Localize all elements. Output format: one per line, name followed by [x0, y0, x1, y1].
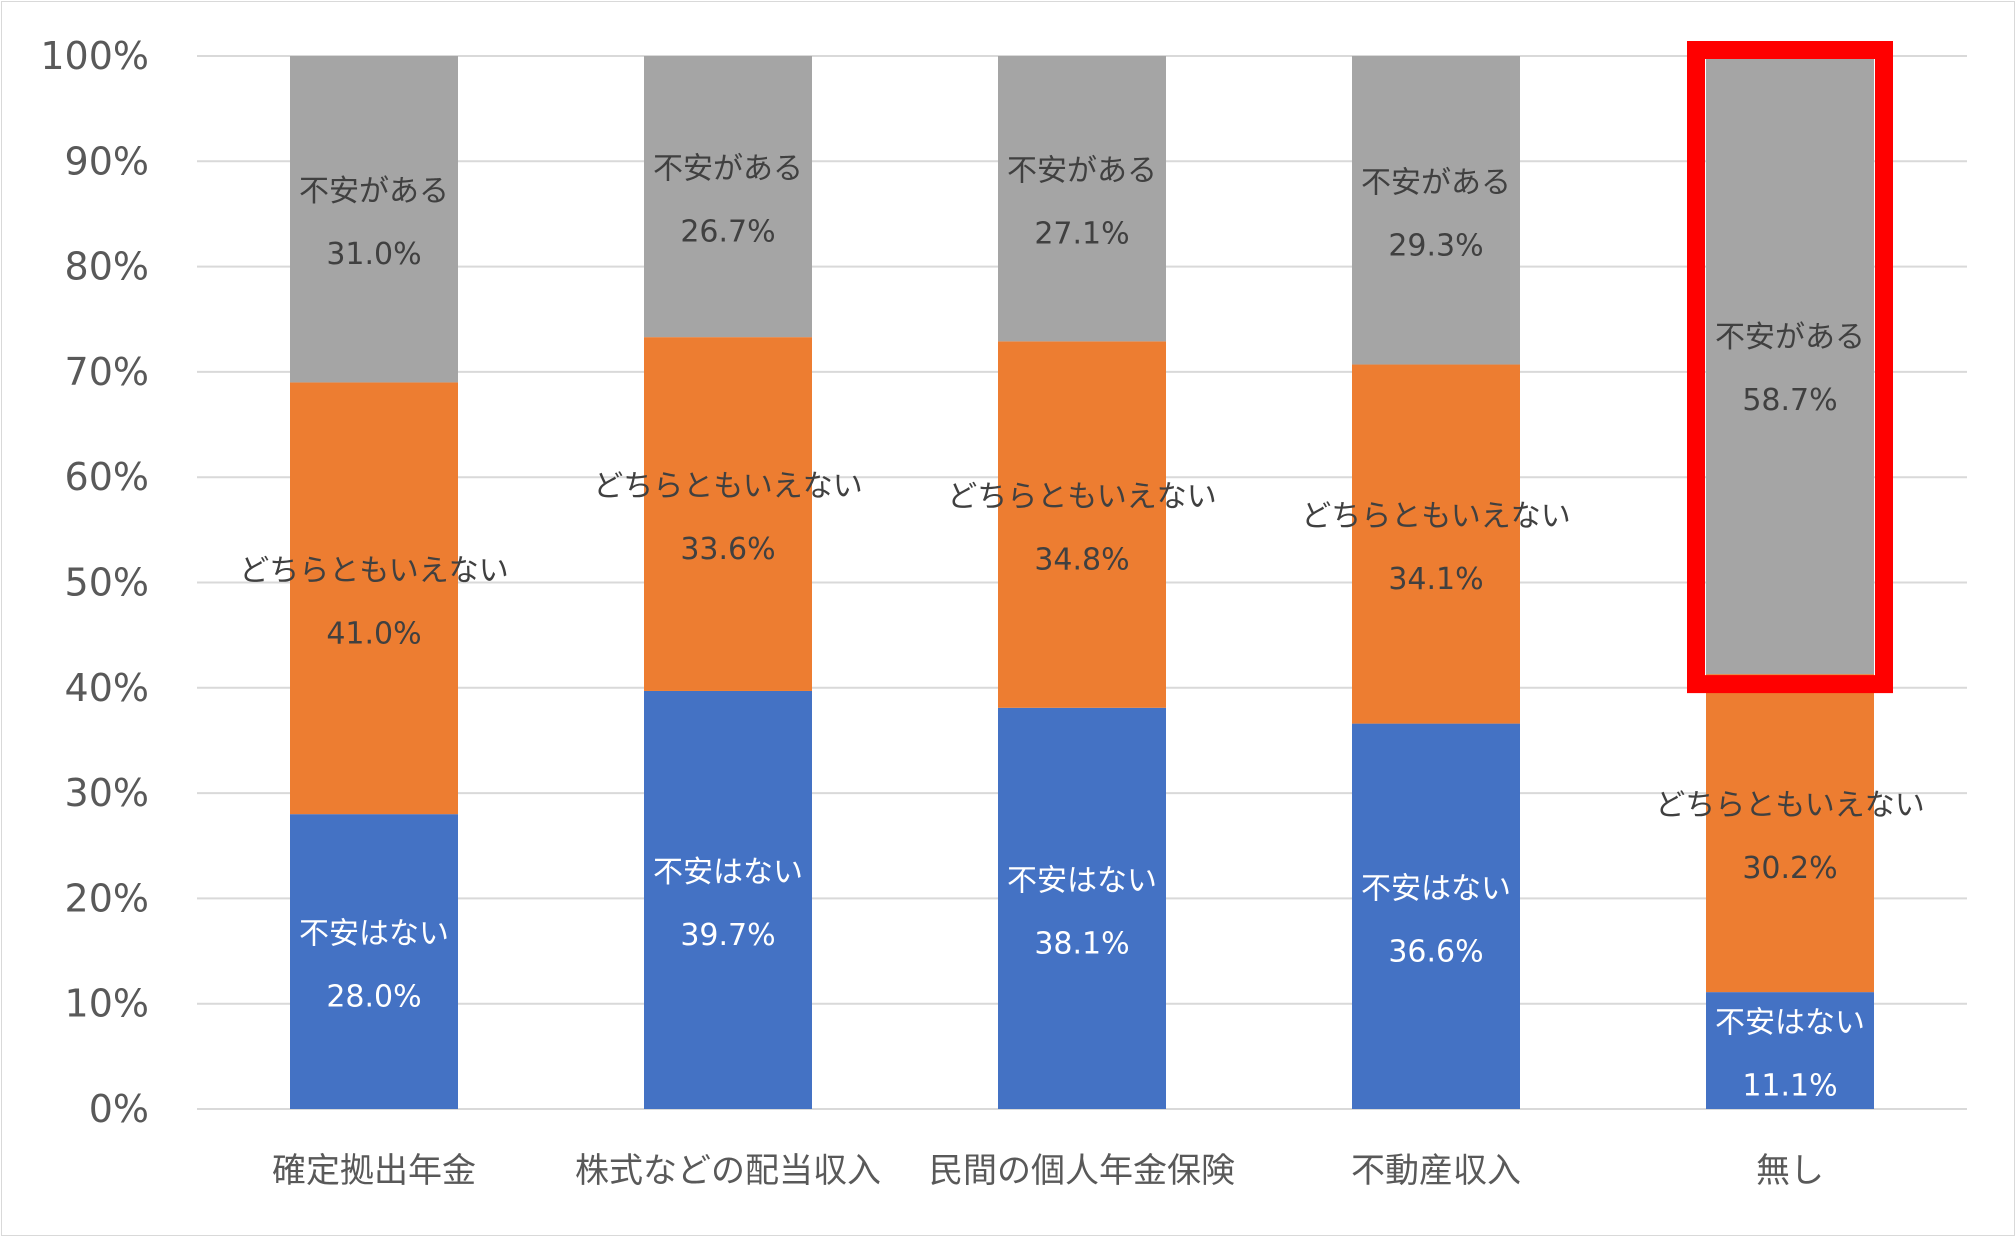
segment-value-label: 26.7% — [680, 215, 775, 250]
bar-segment — [290, 382, 458, 815]
segment-value-label: 29.3% — [1388, 228, 1483, 263]
highlight-rectangle — [1687, 41, 1893, 694]
y-tick-label: 80% — [65, 245, 149, 289]
bar-segment — [998, 341, 1166, 708]
bars — [290, 56, 1874, 1109]
x-category-label: 株式などの配当収入 — [575, 1151, 881, 1191]
segment-series-label: 不安がある — [299, 174, 449, 209]
bar-segment — [1706, 674, 1874, 993]
y-tick-label: 90% — [65, 139, 149, 183]
bar-segment — [1352, 723, 1520, 1109]
bar-segment — [290, 814, 458, 1109]
bar-segment — [644, 56, 812, 338]
y-axis-ticks: 0% 10% 20% 30% 40% 50% 60% 70% 80% 90% 100% — [40, 34, 149, 1131]
x-category-label: 不動産収入 — [1351, 1151, 1521, 1191]
bar-segment — [998, 707, 1166, 1109]
bar-segment — [644, 337, 812, 691]
segment-series-label: 不安はない — [653, 855, 803, 890]
bar-segment — [1706, 992, 1874, 1109]
segment-series-label: 不安がある — [1361, 165, 1511, 200]
segment-series-label: 不安はない — [1361, 871, 1511, 906]
segment-series-label: 不安がある — [1715, 320, 1865, 355]
bar-segment — [1706, 56, 1874, 675]
segment-value-label: 33.6% — [680, 532, 775, 567]
bar-segment — [644, 690, 812, 1109]
segment-value-label: 27.1% — [1034, 217, 1129, 252]
segment-value-label: 41.0% — [326, 616, 421, 651]
segment-series-label: どちらともいえない — [1655, 788, 1924, 823]
y-tick-label: 20% — [65, 876, 149, 920]
segment-value-label: 39.7% — [680, 918, 775, 953]
segment-series-label: 不安がある — [1007, 154, 1157, 189]
y-tick-label: 60% — [65, 455, 149, 499]
bar-segment — [998, 56, 1166, 342]
segment-value-label: 28.0% — [326, 980, 421, 1015]
y-tick-label: 40% — [65, 666, 149, 710]
highlight-box — [1687, 41, 1893, 694]
segment-value-label: 36.6% — [1388, 934, 1483, 969]
x-axis-labels: 確定拠出年金 株式などの配当収入 民間の個人年金保険 不動産収入 無し — [272, 1151, 1824, 1191]
segment-series-label: どちらともいえない — [593, 469, 862, 504]
y-tick-label: 30% — [65, 771, 149, 815]
x-category-label: 無し — [1756, 1151, 1824, 1191]
segment-value-label: 31.0% — [326, 237, 421, 272]
bar-segment — [290, 56, 458, 383]
y-tick-label: 50% — [65, 561, 149, 605]
y-tick-label: 100% — [40, 34, 149, 78]
segment-value-label: 30.2% — [1742, 851, 1837, 886]
segment-series-label: どちらともいえない — [1301, 499, 1570, 534]
segment-value-label: 38.1% — [1034, 926, 1129, 961]
segment-series-label: どちらともいえない — [947, 480, 1216, 515]
x-category-label: 民間の個人年金保険 — [929, 1151, 1235, 1191]
segment-series-label: 不安がある — [653, 152, 803, 187]
segment-value-label: 58.7% — [1742, 383, 1837, 418]
y-tick-label: 10% — [65, 982, 149, 1026]
segment-series-label: 不安はない — [1715, 1006, 1865, 1041]
y-tick-label: 70% — [65, 350, 149, 394]
segment-value-label: 11.1% — [1742, 1069, 1837, 1104]
bar-segment — [1352, 364, 1520, 724]
bar-segment — [1352, 56, 1520, 365]
segment-series-label: 不安はない — [299, 917, 449, 952]
segment-labels: 不安はない 28.0% どちらともいえない 41.0% 不安がある 31.0% 不安はない 3… — [239, 152, 1924, 1104]
segment-value-label: 34.1% — [1388, 562, 1483, 597]
segment-series-label: 不安はない — [1007, 863, 1157, 898]
x-category-label: 確定拠出年金 — [272, 1151, 476, 1191]
segment-value-label: 34.8% — [1034, 543, 1129, 578]
y-tick-label: 0% — [89, 1087, 149, 1131]
segment-series-label: どちらともいえない — [239, 553, 508, 588]
